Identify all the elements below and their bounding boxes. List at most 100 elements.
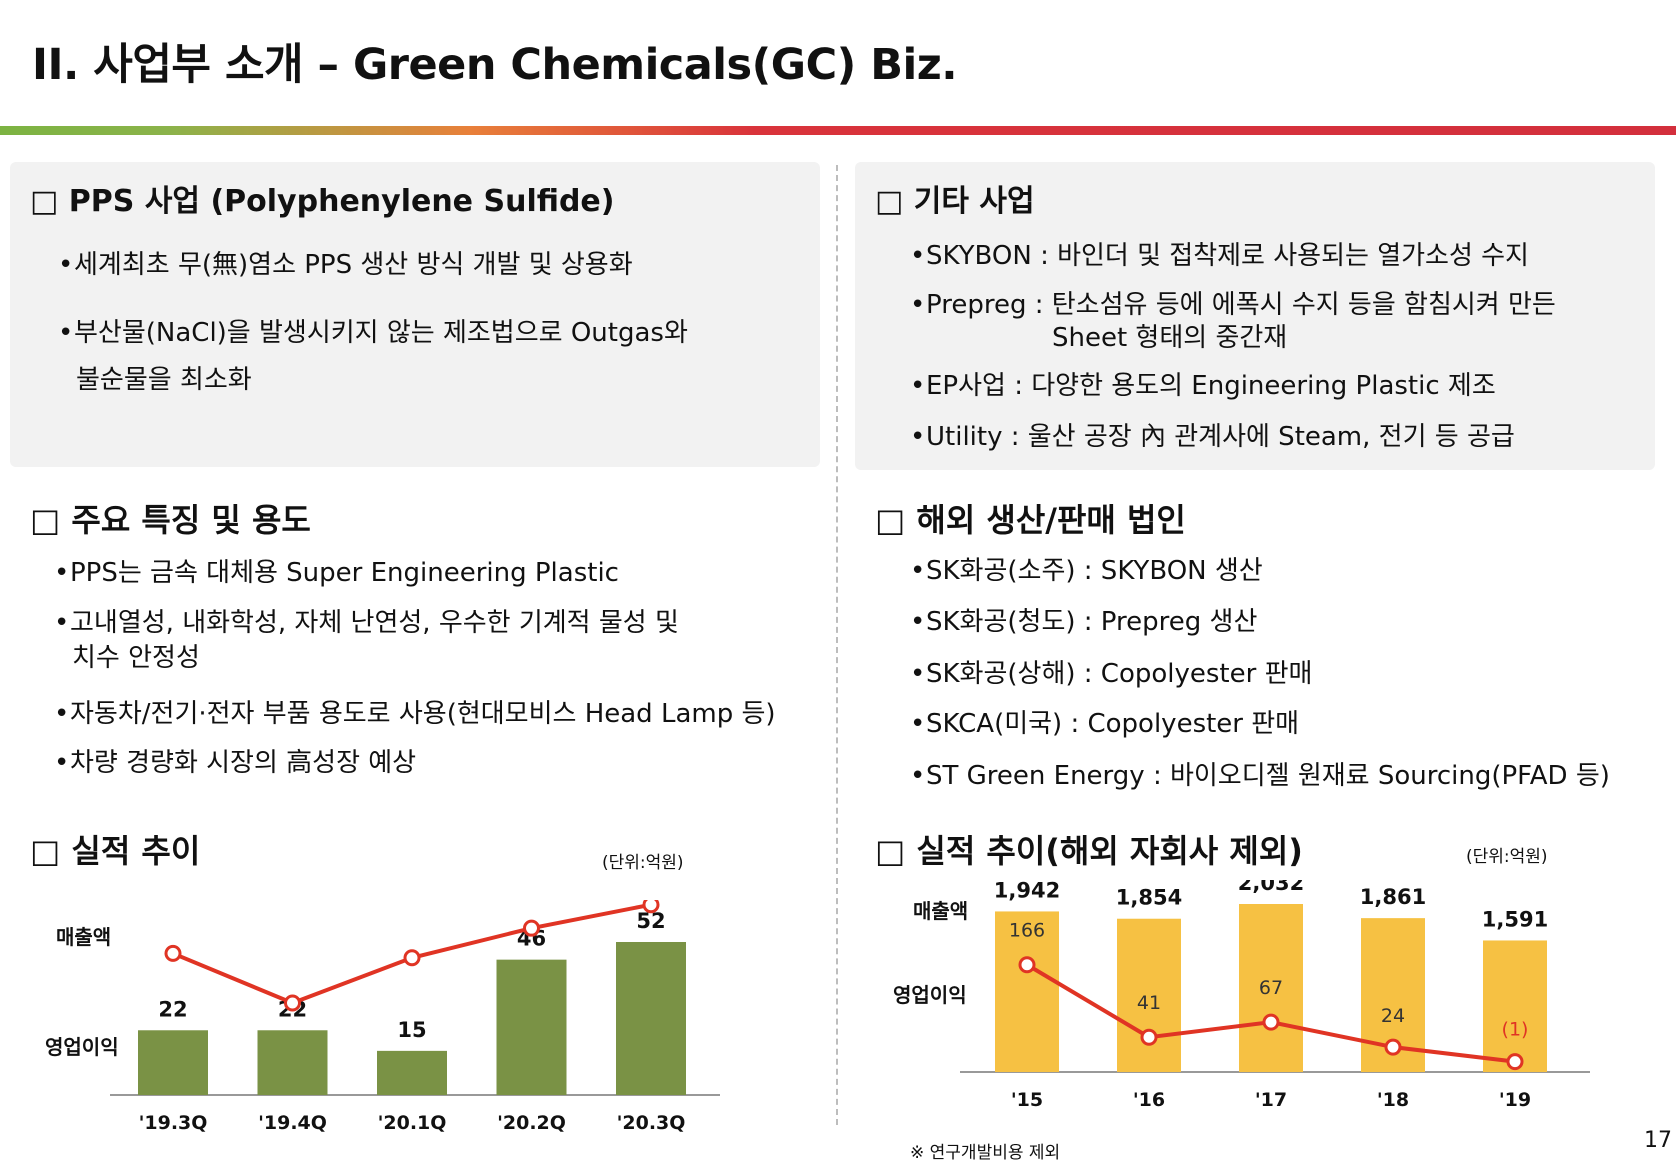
other-bullet-text: EP사업 : 다양한 용도의 Engineering Plastic 제조 xyxy=(926,371,1496,401)
line-value-label: 24 xyxy=(1381,1005,1405,1027)
line-value-label: 67 xyxy=(1259,977,1283,999)
bar xyxy=(496,959,567,1095)
bar xyxy=(1117,918,1181,1072)
overseas-bullet-text: SK화공(청도) : Prepreg 생산 xyxy=(926,607,1258,637)
chart-right: 1,942 '15 1,854 '16 2,032 '17 1,861 '18 1,591 '19… xyxy=(960,880,1590,1111)
other-business-heading: □ 기타 사업 xyxy=(875,184,1035,219)
bullet-dot-icon: • xyxy=(910,761,926,791)
line-point xyxy=(1018,956,1036,974)
overseas-bullet-text: SK화공(소주) : SKYBON 생산 xyxy=(926,556,1263,586)
features-bullet-2-cont: 치수 안정성 xyxy=(72,643,200,673)
other-bullet-4: •Utility : 울산 공장 內 관계사에 Steam, 전기 등 공급 xyxy=(910,416,1515,453)
bullet-dot-icon: • xyxy=(54,699,70,729)
other-bullet-2: •Prepreg : 탄소섬유 등에 에폭시 수지 등을 함침시켜 만든 xyxy=(910,284,1556,321)
line-value-label: (114) xyxy=(386,967,437,989)
bar xyxy=(1239,904,1303,1072)
bullet-dot-icon: • xyxy=(58,318,74,348)
bar-value-label: 1,854 xyxy=(1116,886,1182,910)
line-point xyxy=(1384,1038,1402,1056)
pps-bullet-text: 세계최초 무(無)염소 PPS 생산 방식 개발 및 상용화 xyxy=(74,250,633,280)
features-bullet-2: •고내열성, 내화학성, 자체 난연성, 우수한 기계적 물성 및 xyxy=(54,602,679,639)
features-bullet-3: •자동차/전기·전자 부품 용도로 사용(현대모비스 Head Lamp 등) xyxy=(54,693,776,730)
line-point xyxy=(523,919,540,937)
bar xyxy=(616,942,686,1095)
features-bullet-text: 자동차/전기·전자 부품 용도로 사용(현대모비스 Head Lamp 등) xyxy=(70,699,776,729)
x-tick-label: '19.3Q xyxy=(139,1112,208,1134)
other-bullet-3: •EP사업 : 다양한 용도의 Engineering Plastic 제조 xyxy=(910,365,1496,402)
perf-left-sales-label: 매출액 xyxy=(56,925,112,949)
other-bullet-text: SKYBON : 바인더 및 접착제로 사용되는 열가소성 수지 xyxy=(926,241,1529,271)
bullet-dot-icon: • xyxy=(910,709,926,739)
features-bullet-4: •차량 경량화 시장의 高성장 예상 xyxy=(54,742,416,779)
overseas-bullet-2: •SK화공(청도) : Prepreg 생산 xyxy=(910,601,1257,638)
line-point xyxy=(1506,1053,1524,1071)
bar-value-label: 22 xyxy=(158,997,187,1021)
x-tick-label: '20.3Q xyxy=(617,1112,686,1134)
bullet-dot-icon: • xyxy=(910,241,926,271)
perf-right-sales-label: 매출액 xyxy=(913,899,969,923)
perf-left-heading: □ 실적 추이 xyxy=(30,832,201,870)
line-value-label: 41 xyxy=(1137,992,1161,1014)
perf-right-unit: (단위:억원) xyxy=(1466,847,1548,867)
pps-panel xyxy=(10,162,820,467)
overseas-bullet-text: SKCA(미국) : Copolyester 판매 xyxy=(926,709,1300,739)
bar xyxy=(1483,940,1547,1072)
section-divider xyxy=(836,165,838,1125)
x-tick-label: '19.4Q xyxy=(258,1112,327,1134)
other-bullet-text: Utility : 울산 공장 內 관계사에 Steam, 전기 등 공급 xyxy=(926,422,1515,452)
bullet-dot-icon: • xyxy=(54,748,70,778)
line-value-label: (1) xyxy=(1502,1019,1529,1041)
bullet-dot-icon: • xyxy=(58,250,74,280)
perf-left-unit: (단위:억원) xyxy=(602,853,684,873)
other-bullet-text: Prepreg : 탄소섬유 등에 에폭시 수지 등을 함침시켜 만든 xyxy=(926,290,1556,320)
line-point xyxy=(403,949,421,967)
line-point xyxy=(1262,1013,1280,1031)
pps-bullet-2: •부산물(NaCl)을 발생시키지 않는 제조법으로 Outgas와 xyxy=(58,312,688,349)
bar xyxy=(377,1050,447,1095)
bullet-dot-icon: • xyxy=(54,558,70,588)
line-value-label: 166 xyxy=(1009,920,1045,942)
other-bullet-1: •SKYBON : 바인더 및 접착제로 사용되는 열가소성 수지 xyxy=(910,235,1529,272)
overseas-bullet-3: •SK화공(상해) : Copolyester 판매 xyxy=(910,653,1312,690)
perf-left-op-label: 영업이익 xyxy=(45,1035,119,1059)
overseas-bullet-text: SK화공(상해) : Copolyester 판매 xyxy=(926,659,1313,689)
bullet-dot-icon: • xyxy=(910,556,926,586)
line-point xyxy=(642,900,660,914)
line-value-label: (62) xyxy=(273,972,312,994)
bullet-dot-icon: • xyxy=(910,607,926,637)
bullet-dot-icon: • xyxy=(910,422,926,452)
bullet-dot-icon: • xyxy=(910,659,926,689)
bar xyxy=(257,1030,328,1095)
line-point xyxy=(1140,1028,1158,1046)
bullet-dot-icon: • xyxy=(54,608,70,638)
overseas-bullet-5: •ST Green Energy : 바이오디젤 원재료 Sourcing(PF… xyxy=(910,755,1610,792)
line-point xyxy=(284,994,301,1012)
features-bullet-1: •PPS는 금속 대체용 Super Engineering Plastic xyxy=(54,552,619,589)
perf-right-footnote: ※ 연구개발비용 제외 xyxy=(910,1143,1061,1163)
overseas-bullet-1: •SK화공(소주) : SKYBON 생산 xyxy=(910,550,1263,587)
x-tick-label: '18 xyxy=(1377,1089,1409,1111)
features-bullet-text: 고내열성, 내화학성, 자체 난연성, 우수한 기계적 물성 및 xyxy=(70,608,679,638)
page-title: II. 사업부 소개 – Green Chemicals(GC) Biz. xyxy=(32,40,958,90)
bar xyxy=(138,1030,208,1095)
line-value-label: (148) xyxy=(506,900,557,909)
bullet-dot-icon: • xyxy=(910,371,926,401)
x-tick-label: '17 xyxy=(1255,1089,1287,1111)
perf-right-heading: □ 실적 추이(해외 자회사 제외) xyxy=(875,832,1303,870)
line-value-label: (119) xyxy=(147,922,198,944)
other-bullet-2-cont: Sheet 형태의 중간재 xyxy=(1052,323,1288,353)
bar-value-label: 1,861 xyxy=(1360,885,1426,909)
pps-heading: □ PPS 사업 (Polyphenylene Sulfide) xyxy=(30,184,615,219)
page-number: 17 xyxy=(1644,1128,1672,1153)
pps-bullet-1: •세계최초 무(無)염소 PPS 생산 방식 개발 및 상용화 xyxy=(58,244,633,281)
bullet-dot-icon: • xyxy=(910,290,926,320)
x-tick-label: '16 xyxy=(1133,1089,1165,1111)
title-divider-bar xyxy=(0,126,1676,135)
bar xyxy=(995,911,1059,1072)
features-bullet-text: 차량 경량화 시장의 高성장 예상 xyxy=(70,748,417,778)
pps-bullet-text: 부산물(NaCl)을 발생시키지 않는 제조법으로 Outgas와 xyxy=(74,318,688,348)
x-tick-label: '15 xyxy=(1011,1089,1043,1111)
features-heading: □ 주요 특징 및 용도 xyxy=(30,501,311,539)
overseas-bullet-4: •SKCA(미국) : Copolyester 판매 xyxy=(910,703,1299,740)
overseas-bullet-text: ST Green Energy : 바이오디젤 원재료 Sourcing(PFA… xyxy=(926,761,1610,791)
